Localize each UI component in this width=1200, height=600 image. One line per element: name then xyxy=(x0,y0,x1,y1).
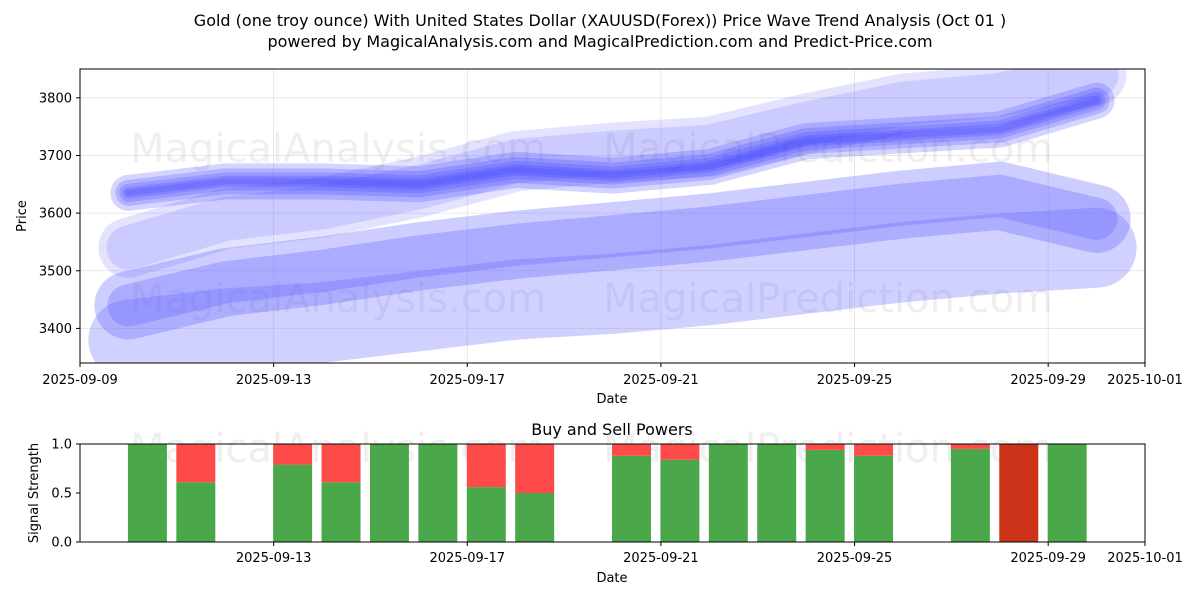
bottom-x-tick-label: 2025-09-29 xyxy=(1010,551,1086,566)
buy-bar xyxy=(660,459,700,542)
top-grid xyxy=(79,69,1146,363)
wave-band-stroke xyxy=(94,161,1131,340)
top-y-axis-label: Price xyxy=(15,200,30,232)
bottom-chart-title: Buy and Sell Powers xyxy=(531,420,693,439)
chart-title: Gold (one troy ounce) With United States… xyxy=(194,11,1006,30)
wave-series-3 xyxy=(88,207,1137,363)
bottom-y-tick-label: 0.0 xyxy=(51,536,72,551)
top-x-axis-label: Date xyxy=(596,392,627,407)
bottom-x-axis-label: Date xyxy=(596,571,627,586)
top-y-tick-label: 3400 xyxy=(39,322,72,337)
wave-band-stroke xyxy=(107,174,1118,327)
sell-bar xyxy=(660,444,700,460)
top-watermarks: MagicalAnalysis.com MagicalPrediction.co… xyxy=(130,126,1053,322)
buy-bar xyxy=(127,444,167,542)
sell-bar xyxy=(950,444,990,449)
buy-bar xyxy=(612,455,651,542)
top-y-tick-label: 3800 xyxy=(39,91,72,106)
bottom-y-axis-label: Signal Strength xyxy=(27,443,42,543)
wave-band-stroke xyxy=(110,82,1115,211)
top-x-tick-label: 2025-09-21 xyxy=(623,373,699,388)
bottom-y-tick-label: 0.5 xyxy=(51,487,72,502)
bottom-x-tick-label: 2025-10-01 xyxy=(1107,551,1183,566)
top-x-tick-label: 2025-10-01 xyxy=(1107,373,1183,388)
wave-band-stroke xyxy=(122,95,1103,199)
buy-bar xyxy=(854,455,894,542)
sell-bar xyxy=(176,444,216,483)
watermark-analysis-mid: MagicalAnalysis.com xyxy=(130,276,546,322)
watermark-prediction-top: MagicalPrediction.com xyxy=(603,126,1053,172)
bottom-x-tick-label: 2025-09-17 xyxy=(429,551,505,566)
bottom-x-tick-label: 2025-09-13 xyxy=(236,551,312,566)
buy-bar xyxy=(466,487,506,542)
buy-bar xyxy=(708,444,748,542)
bottom-y-tick-label: 1.0 xyxy=(51,438,72,453)
buy-bar xyxy=(805,449,845,542)
buy-bar xyxy=(757,444,797,542)
watermark-prediction-mid: MagicalPrediction.com xyxy=(603,276,1053,322)
watermark-analysis-top: MagicalAnalysis.com xyxy=(130,126,546,172)
sell-bar xyxy=(854,444,894,456)
top-x-tick-label: 2025-09-25 xyxy=(817,373,893,388)
buy-bar xyxy=(950,448,990,542)
buy-bar xyxy=(1047,444,1087,542)
sell-bar xyxy=(805,444,845,450)
wave-band-stroke xyxy=(106,69,1119,270)
bottom-axis-ticks: 2025-09-13 2025-09-17 2025-09-21 2025-09-25… xyxy=(51,438,1182,567)
wave-band-stroke xyxy=(115,87,1110,206)
bottom-x-tick-label: 2025-09-25 xyxy=(817,551,893,566)
wave-band-stroke xyxy=(125,97,1100,196)
sell-bar xyxy=(273,444,313,465)
wave-band-stroke xyxy=(88,207,1137,363)
buy-bar xyxy=(176,482,216,542)
top-axis-ticks: 2025-09-09 2025-09-13 2025-09-17 2025-09-21… xyxy=(39,91,1183,388)
wave-bands xyxy=(88,69,1137,363)
bottom-x-tick-label: 2025-09-21 xyxy=(623,551,699,566)
sell-bar xyxy=(466,444,506,488)
wave-series-1 xyxy=(98,69,1127,278)
top-x-tick-label: 2025-09-29 xyxy=(1010,373,1086,388)
top-x-tick-label: 2025-09-09 xyxy=(42,373,118,388)
chart-subtitle: powered by MagicalAnalysis.com and Magic… xyxy=(267,32,932,51)
top-plot-frame xyxy=(79,68,1146,364)
top-y-tick-label: 3700 xyxy=(39,149,72,164)
top-x-tick-label: 2025-09-13 xyxy=(236,373,312,388)
top-y-tick-label: 3500 xyxy=(39,264,72,279)
sell-bar xyxy=(321,444,361,483)
buy-bar xyxy=(321,482,361,542)
wave-band-stroke xyxy=(119,91,1106,202)
wave-series-0 xyxy=(110,82,1115,211)
signal-bars xyxy=(127,444,1087,542)
buy-bar xyxy=(418,444,458,542)
wave-series-2 xyxy=(94,161,1131,340)
buy-bar xyxy=(369,444,409,542)
sell-bar xyxy=(999,444,1039,542)
sell-bar xyxy=(612,444,651,456)
buy-bar xyxy=(515,493,555,542)
top-x-tick-label: 2025-09-17 xyxy=(429,373,505,388)
buy-bar xyxy=(273,464,313,542)
sell-bar xyxy=(515,444,555,493)
wave-band-stroke xyxy=(98,69,1127,278)
top-y-tick-label: 3600 xyxy=(39,207,72,222)
